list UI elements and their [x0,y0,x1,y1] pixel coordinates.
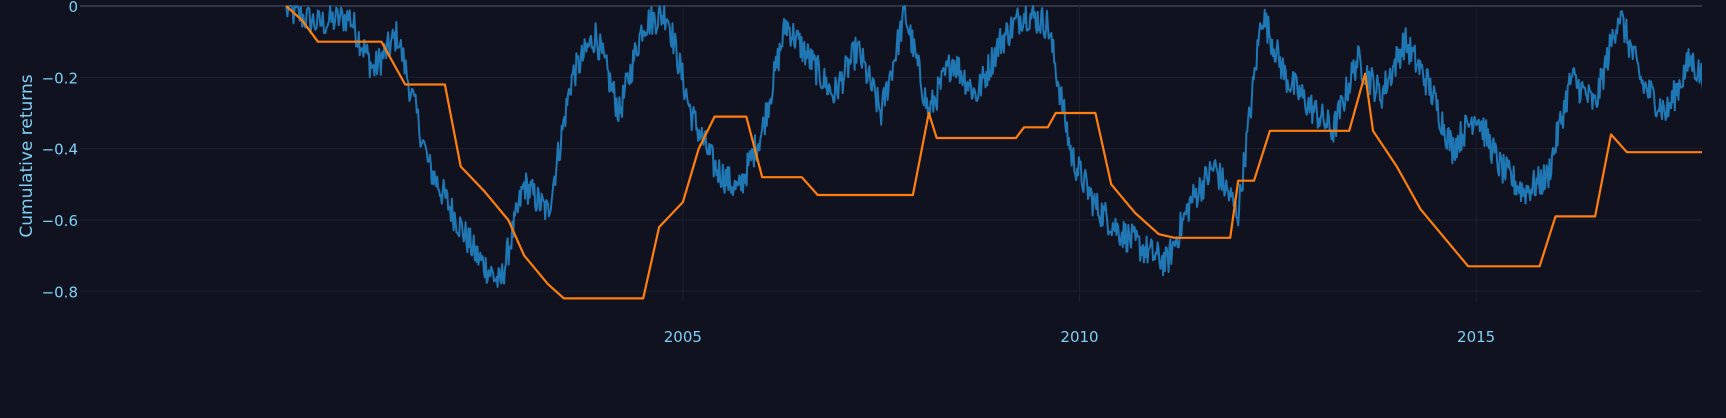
series-layer [285,5,1702,300]
series-line [285,5,1702,300]
x-tick-label: 2005 [664,328,702,346]
x-tick-label: 2010 [1060,328,1098,346]
y-tick-label: −0.6 [42,212,78,230]
y-tick-label: −0.8 [42,283,78,301]
series-line [285,5,1702,288]
y-axis-label: Cumulative returns [17,74,37,237]
x-tick-label: 2015 [1457,328,1495,346]
grid-layer [80,5,1702,302]
y-tick-label: −0.4 [42,141,78,159]
y-tick-label: 0 [68,0,78,16]
y-tick-label: −0.2 [42,69,78,87]
axis-layer: 0−0.2−0.4−0.6−0.82005201020152020 [42,0,1496,346]
